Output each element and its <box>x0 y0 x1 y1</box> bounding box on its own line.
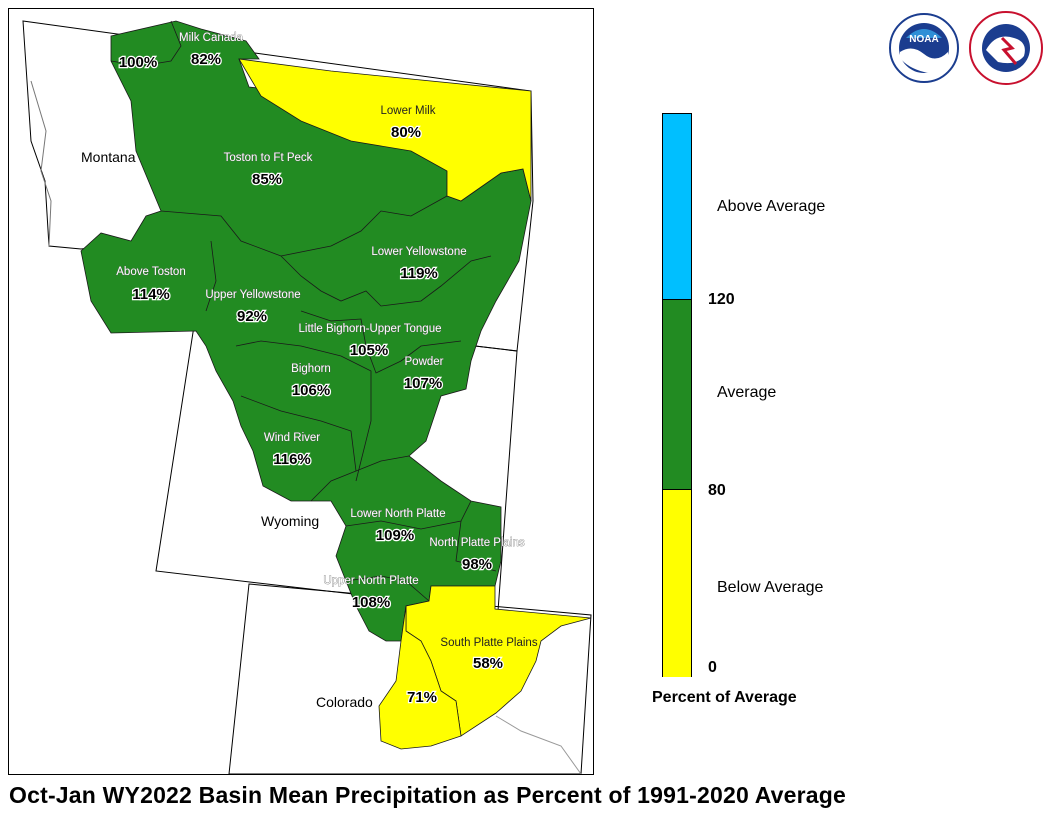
legend-segment-above <box>663 114 691 299</box>
legend-tick-120: 120 <box>708 291 735 308</box>
legend-tick-0: 0 <box>708 659 717 676</box>
basin-name-label: Lower North Platte <box>350 508 445 520</box>
basin-name-label: Upper Yellowstone <box>205 289 300 301</box>
basin-name-label: North Platte Plains <box>429 537 524 549</box>
noaa-logo: NOAA <box>889 13 959 83</box>
basin-percent-label: 108% <box>352 594 390 611</box>
national-weather-service-logo <box>969 11 1043 85</box>
basin-name-label: Lower Yellowstone <box>371 246 466 258</box>
basin-name-label: Wind River <box>264 432 320 444</box>
basin-percent-label: 98% <box>462 556 492 573</box>
state-label-wyoming: Wyoming <box>261 513 319 529</box>
basin-lower-milk <box>238 58 532 202</box>
legend-label-below: Below Average <box>717 579 824 596</box>
basin-name-label: Upper North Platte <box>323 575 418 587</box>
basin-name-label: South Platte Plains <box>440 637 537 649</box>
basin-percent-label: 58% <box>473 655 503 672</box>
basin-name-label: Milk Canada <box>179 32 244 44</box>
basin-percent-label: 119% <box>400 265 438 282</box>
basin-percent-label: 71% <box>407 689 437 706</box>
map-frame: Montana Wyoming Colorado Milk Canada 82% 1… <box>8 8 594 775</box>
basin-name-label: Above Toston <box>116 266 185 278</box>
state-label-colorado: Colorado <box>316 694 373 710</box>
legend-segment-below <box>663 489 691 677</box>
legend-label-above: Above Average <box>717 198 826 215</box>
basin-percent-label: 106% <box>292 382 330 399</box>
basin-percent-label: 100% <box>119 54 157 71</box>
basin-percent-label: 105% <box>350 342 388 359</box>
basin-name-label: Powder <box>405 356 444 368</box>
basin-colorado-71 <box>378 605 462 750</box>
montana-west-border <box>30 80 52 247</box>
basin-percent-label: 109% <box>376 527 414 544</box>
legend-tick-80: 80 <box>708 482 726 499</box>
basin-name-label: Lower Milk <box>381 105 436 117</box>
state-label-montana: Montana <box>81 149 136 165</box>
basin-name-label: Bighorn <box>291 363 331 375</box>
basin-percent-label: 85% <box>252 171 282 188</box>
basin-percent-label: 107% <box>404 375 442 392</box>
basin-percent-label: 114% <box>132 286 170 303</box>
basin-percent-label: 92% <box>237 308 267 325</box>
legend-caption: Percent of Average <box>652 689 797 706</box>
logos: NOAA <box>888 8 1048 93</box>
basin-name-label: Toston to Ft Peck <box>224 152 313 164</box>
basin-name-label: Little Bighorn-Upper Tongue <box>299 323 442 335</box>
basin-map: Montana Wyoming Colorado Milk Canada 82% 1… <box>22 20 592 774</box>
basin-percent-label: 116% <box>273 451 311 468</box>
basin-percent-label: 80% <box>391 124 421 141</box>
legend-segment-average <box>663 299 691 490</box>
svg-text:NOAA: NOAA <box>909 34 938 45</box>
colorado-county-lines <box>495 715 582 774</box>
map-title: Oct-Jan WY2022 Basin Mean Precipitation … <box>9 782 847 808</box>
legend-color-bar <box>662 113 692 677</box>
basin-percent-label: 82% <box>191 51 221 68</box>
legend-label-average: Average <box>717 384 777 401</box>
